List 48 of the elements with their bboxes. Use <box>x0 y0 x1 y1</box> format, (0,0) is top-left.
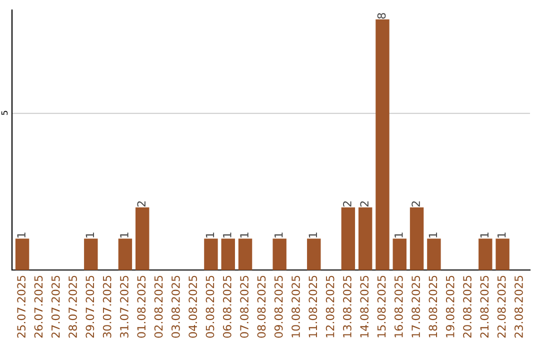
data-label: 1 <box>86 232 94 238</box>
x-tick-label: 04.08.2025 <box>188 276 198 338</box>
x-tick-label: 29.07.2025 <box>86 276 94 338</box>
x-tick-label: 23.08.2025 <box>514 276 523 338</box>
data-label: 1 <box>206 232 214 238</box>
x-tick-label: 13.08.2025 <box>343 276 352 338</box>
x-tick-label: 18.08.2025 <box>428 276 438 338</box>
data-label: 1 <box>223 232 232 238</box>
data-label: 2 <box>343 201 352 207</box>
x-tick-label: 17.08.2025 <box>412 276 420 338</box>
y-tick-label: 5 <box>1 110 8 115</box>
x-tick-label: 11.08.2025 <box>308 276 318 338</box>
x-tick-label: 19.08.2025 <box>446 276 454 338</box>
x-tick-label: 21.08.2025 <box>480 276 489 338</box>
data-label: 1 <box>394 232 403 238</box>
x-tick-label: 28.07.2025 <box>68 276 77 338</box>
x-tick-label: 08.08.2025 <box>257 276 266 338</box>
x-tick-label: 01.08.2025 <box>137 276 146 338</box>
data-label: 1 <box>428 232 438 238</box>
data-label: 1 <box>240 232 248 238</box>
x-tick-label: 14.08.2025 <box>360 276 369 338</box>
x-tick-label: 30.07.2025 <box>102 276 112 338</box>
x-tick-label: 31.07.2025 <box>120 276 128 338</box>
data-label: 1 <box>308 232 317 238</box>
x-tick-label: 12.08.2025 <box>326 276 334 338</box>
data-label: 1 <box>274 232 283 238</box>
x-tick-label: 07.08.2025 <box>240 276 248 338</box>
x-tick-label: 27.07.2025 <box>51 276 60 338</box>
data-label: 1 <box>120 232 128 238</box>
x-tick-label: 16.08.2025 <box>394 276 403 338</box>
data-label: 1 <box>17 232 26 238</box>
x-tick-label: 25.07.2025 <box>17 276 26 338</box>
x-tick-label: 10.08.2025 <box>292 276 300 338</box>
x-tick-label: 15.08.2025 <box>377 276 386 338</box>
data-label: 1 <box>480 232 488 238</box>
x-tick-label: 05.08.2025 <box>206 276 214 338</box>
x-tick-label: 09.08.2025 <box>274 276 283 338</box>
x-tick-label: 06.08.2025 <box>222 276 232 338</box>
x-tick-label: 22.08.2025 <box>497 276 506 338</box>
data-label: 8 <box>377 13 386 19</box>
data-label: 2 <box>360 201 368 207</box>
data-label: 1 <box>498 232 506 238</box>
x-tick-label: 03.08.2025 <box>171 276 180 338</box>
x-tick-label: 02.08.2025 <box>154 276 163 338</box>
x-tick-label: 20.08.2025 <box>463 276 472 338</box>
data-label: 2 <box>137 201 146 207</box>
data-label: 2 <box>412 201 420 207</box>
x-tick-label: 26.07.2025 <box>34 276 43 338</box>
